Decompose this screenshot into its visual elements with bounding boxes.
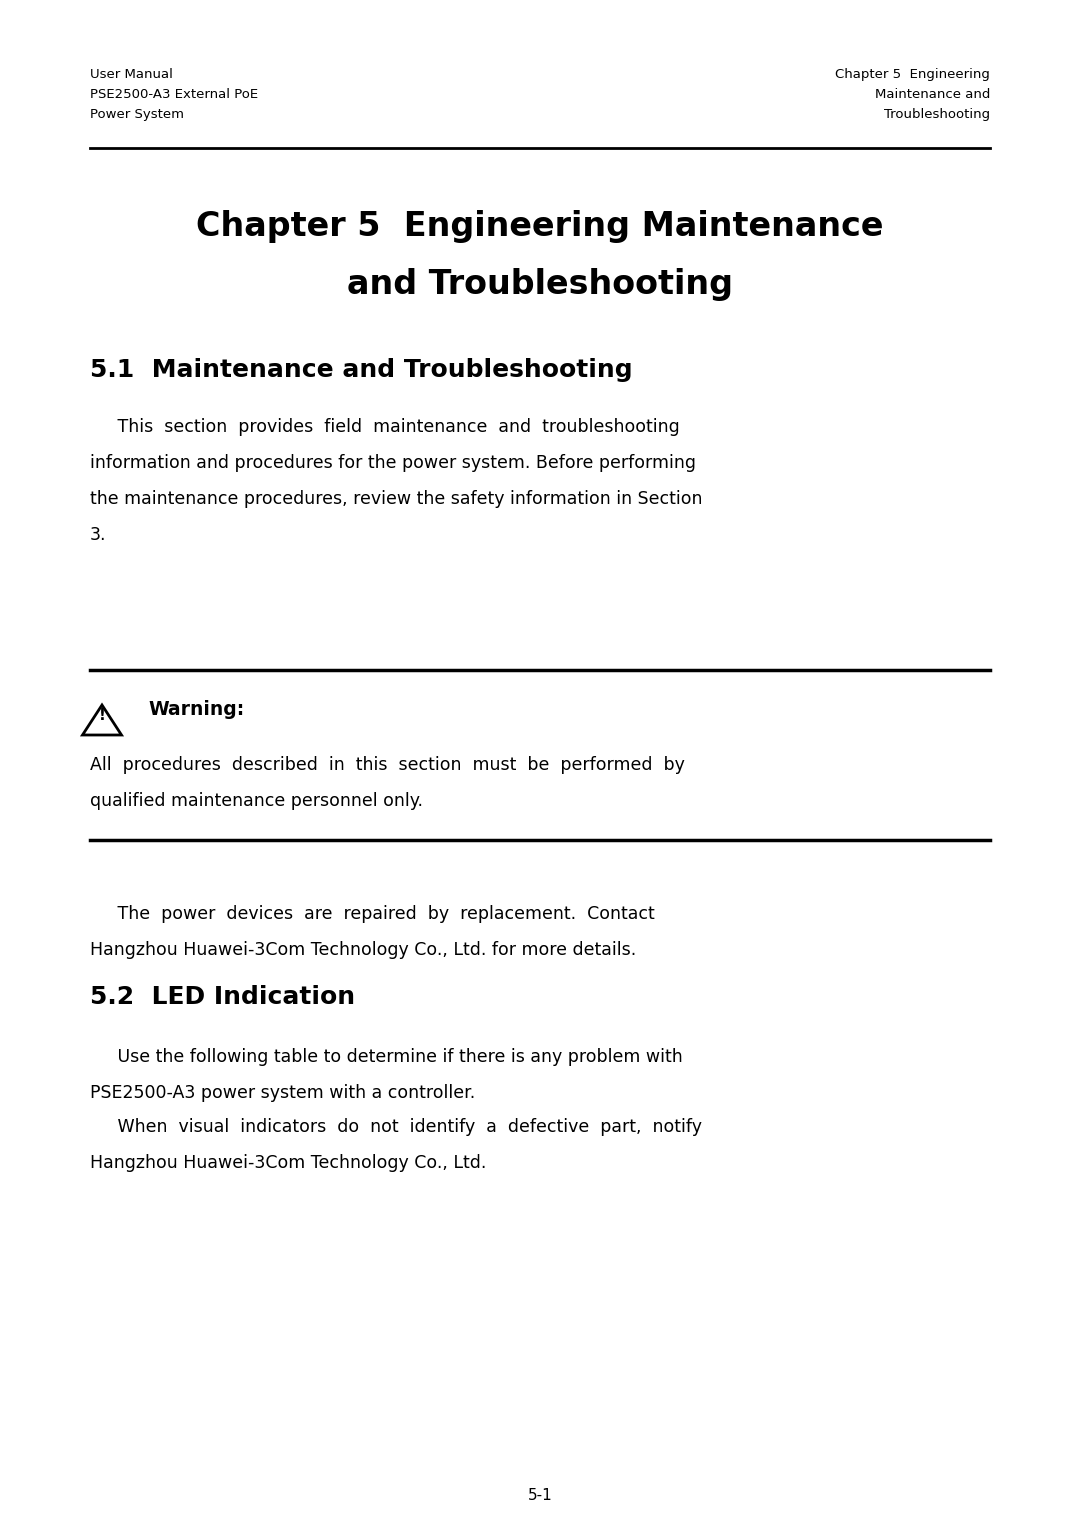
Text: Troubleshooting: Troubleshooting [883, 107, 990, 121]
Text: Hangzhou Huawei-3Com Technology Co., Ltd. for more details.: Hangzhou Huawei-3Com Technology Co., Ltd… [90, 941, 636, 960]
Text: Hangzhou Huawei-3Com Technology Co., Ltd.: Hangzhou Huawei-3Com Technology Co., Ltd… [90, 1154, 486, 1173]
Text: 5-1: 5-1 [528, 1489, 552, 1502]
Text: Use the following table to determine if there is any problem with: Use the following table to determine if … [90, 1049, 683, 1065]
Text: PSE2500-A3 External PoE: PSE2500-A3 External PoE [90, 87, 258, 101]
Text: Chapter 5  Engineering: Chapter 5 Engineering [835, 67, 990, 81]
Text: 5.2  LED Indication: 5.2 LED Indication [90, 986, 355, 1009]
Text: This  section  provides  field  maintenance  and  troubleshooting: This section provides field maintenance … [90, 419, 679, 435]
Text: qualified maintenance personnel only.: qualified maintenance personnel only. [90, 793, 423, 809]
Text: and Troubleshooting: and Troubleshooting [347, 268, 733, 300]
Text: PSE2500-A3 power system with a controller.: PSE2500-A3 power system with a controlle… [90, 1084, 475, 1102]
Text: !: ! [98, 708, 106, 724]
Text: Warning:: Warning: [148, 701, 244, 719]
Text: the maintenance procedures, review the safety information in Section: the maintenance procedures, review the s… [90, 491, 702, 507]
Text: 3.: 3. [90, 526, 107, 544]
Text: 5.1  Maintenance and Troubleshooting: 5.1 Maintenance and Troubleshooting [90, 359, 633, 382]
Text: The  power  devices  are  repaired  by  replacement.  Contact: The power devices are repaired by replac… [90, 904, 654, 923]
Text: User Manual: User Manual [90, 67, 173, 81]
Text: Chapter 5  Engineering Maintenance: Chapter 5 Engineering Maintenance [197, 210, 883, 244]
Text: When  visual  indicators  do  not  identify  a  defective  part,  notify: When visual indicators do not identify a… [90, 1118, 702, 1136]
Text: information and procedures for the power system. Before performing: information and procedures for the power… [90, 454, 696, 472]
Text: Maintenance and: Maintenance and [875, 87, 990, 101]
Text: Power System: Power System [90, 107, 184, 121]
Text: All  procedures  described  in  this  section  must  be  performed  by: All procedures described in this section… [90, 756, 685, 774]
